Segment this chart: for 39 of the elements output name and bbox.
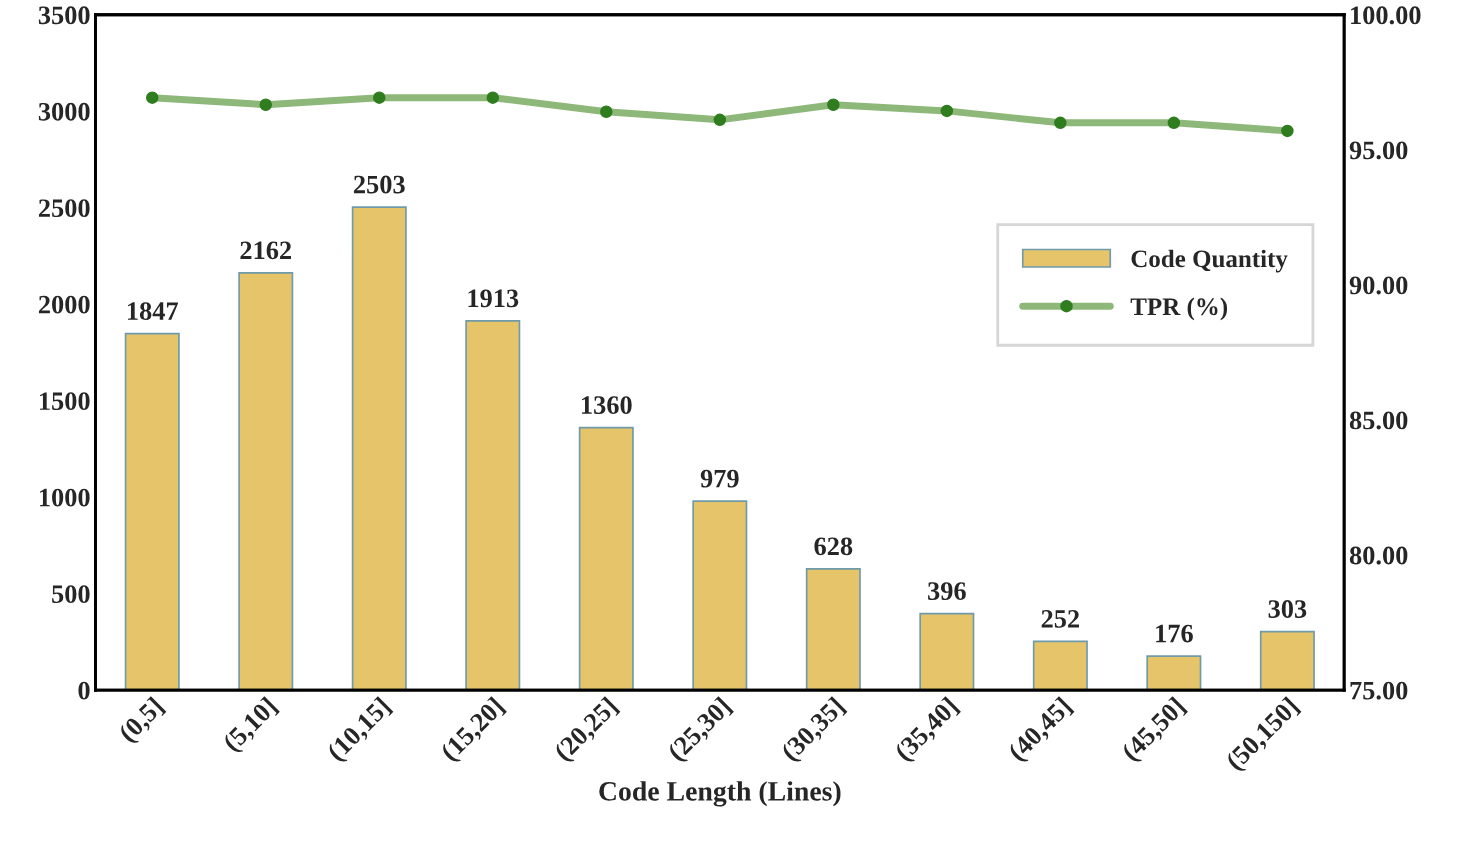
y-tick-label: 3000 bbox=[38, 102, 90, 121]
y2-tick-label: 90.00 bbox=[1349, 276, 1408, 295]
bar bbox=[465, 320, 521, 691]
bar bbox=[1259, 630, 1315, 691]
y2-tick-label: 75.00 bbox=[1350, 681, 1408, 700]
y-tick-label: 1500 bbox=[39, 392, 90, 411]
y-tick-label: 3500 bbox=[38, 6, 90, 25]
bar bbox=[351, 206, 407, 691]
data-label: 303 bbox=[1268, 600, 1307, 618]
data-label: 396 bbox=[928, 582, 966, 600]
y2-tick-label: 80.00 bbox=[1349, 546, 1408, 565]
bar bbox=[692, 500, 748, 691]
legend-label: TPR (%) bbox=[1130, 297, 1228, 321]
y2-tick-label: 100.00 bbox=[1351, 6, 1421, 25]
data-label: 1913 bbox=[468, 289, 519, 308]
y2-tick-label: 85.00 bbox=[1349, 411, 1408, 430]
data-label: 2162 bbox=[240, 241, 292, 260]
x-axis-title: Code Length (Lines) bbox=[599, 781, 841, 807]
bar bbox=[919, 612, 975, 691]
data-label: 1360 bbox=[582, 396, 632, 414]
y-tick-label: 2500 bbox=[38, 199, 90, 218]
data-label: 979 bbox=[700, 469, 739, 488]
data-label: 628 bbox=[814, 537, 853, 556]
bar bbox=[805, 568, 861, 691]
data-label: 1847 bbox=[127, 302, 178, 320]
y-tick-label: 1000 bbox=[39, 488, 90, 507]
bar bbox=[1032, 640, 1088, 691]
bar bbox=[578, 426, 634, 691]
legend-label: Code Quantity bbox=[1131, 249, 1288, 273]
data-label: 2503 bbox=[353, 175, 405, 194]
bar bbox=[238, 272, 294, 691]
y-tick-label: 0 bbox=[78, 681, 90, 700]
y2-tick-label: 95.00 bbox=[1349, 141, 1408, 160]
bar bbox=[124, 332, 180, 691]
data-label: 176 bbox=[1156, 624, 1193, 643]
y-tick-label: 500 bbox=[52, 585, 90, 603]
data-label: 252 bbox=[1041, 610, 1080, 628]
bar bbox=[1146, 655, 1202, 691]
y-tick-label: 2000 bbox=[38, 295, 90, 314]
